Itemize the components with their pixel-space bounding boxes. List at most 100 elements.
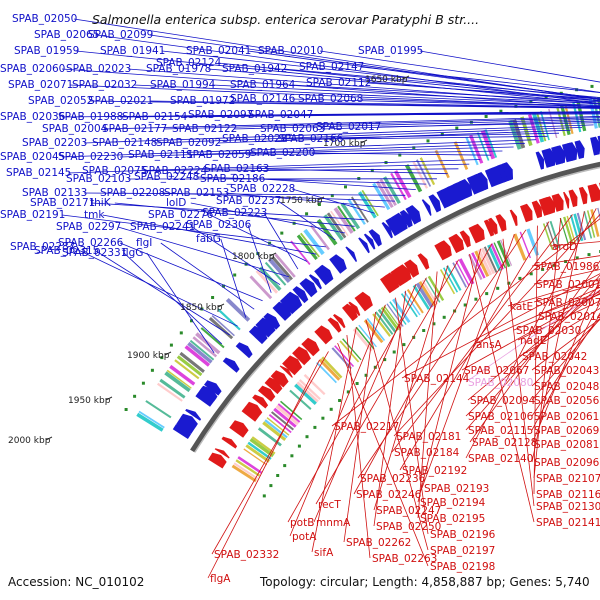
reverse-gene-label: SPAB_02332 — [214, 549, 279, 561]
forward-gene-label: SPAB_02133 — [22, 187, 87, 199]
scale-ticks: 1650 kbp 1700 kbp 1750 kbp 1800 kbp 1850 kbp… — [8, 75, 410, 446]
reverse-gene-label: potB — [290, 517, 314, 529]
forward-cds-arrow — [557, 145, 566, 164]
gc-dot — [590, 84, 594, 88]
forward-gene-label: SPAB_02047 — [248, 109, 313, 121]
forward-cds-arrow — [597, 135, 600, 149]
forward-gene-label: SPAB_02111 — [128, 149, 193, 161]
forward-leader-line — [291, 98, 600, 108]
forward-gene-label: SPAB_02276 — [148, 209, 214, 221]
gc-dot — [484, 115, 488, 118]
forward-cds-arrow — [478, 172, 487, 190]
inner-feature-stripe — [421, 279, 438, 305]
forward-gene-label: SPAB_02297 — [56, 221, 121, 233]
gc-dot — [346, 390, 350, 394]
forward-gene-label: SPAB_02223 — [202, 207, 267, 219]
reverse-gene-label: flgA — [210, 573, 231, 585]
inner-feature-stripe — [573, 213, 584, 242]
map-title: Salmonella enterica subsp. enterica sero… — [92, 12, 479, 27]
forward-leader-line — [359, 98, 600, 107]
reverse-gene-label: nadE — [520, 335, 546, 347]
forward-gene-label: SPAB_02230 — [58, 151, 123, 163]
forward-cds-arrow — [292, 286, 309, 304]
forward-leader-line — [291, 84, 600, 103]
reverse-cds-arrow — [232, 420, 249, 434]
reverse-cds-arrow — [292, 348, 309, 366]
outer-feature-stripe — [274, 253, 296, 278]
reverse-leader-line — [535, 291, 600, 317]
forward-gene-label: SPAB_02124 — [156, 57, 222, 69]
forward-leader-line — [247, 50, 600, 100]
inner-feature-stripe — [493, 242, 506, 269]
reverse-leader-line — [417, 271, 438, 519]
outer-feature-stripe — [347, 198, 366, 225]
reverse-cds-arrow — [473, 223, 485, 241]
forward-leader-line — [83, 192, 406, 196]
gc-dot — [469, 120, 473, 124]
forward-gene-label: SPAB_02068 — [298, 93, 363, 105]
forward-gene-label: SPAB_02166 — [278, 133, 344, 145]
forward-leader-line — [233, 118, 600, 130]
outer-feature-stripe — [184, 345, 211, 367]
reverse-gene-label: SPAB_02007 — [536, 297, 600, 309]
reverse-cds-arrow — [229, 422, 247, 438]
reverse-gene-label: SPAB_02181 — [396, 431, 461, 443]
reverse-leader-line — [533, 282, 600, 303]
label-leader-lines — [61, 18, 600, 579]
forward-leader-line — [61, 139, 537, 158]
forward-gene-label: SPAB_02063 — [260, 123, 325, 135]
outer-feature-stripe — [179, 351, 205, 373]
forward-gene-label: SPAB_02045 — [0, 151, 65, 163]
forward-gene-label: SPAB_01995 — [358, 45, 423, 57]
outer-feature-stripe — [145, 400, 172, 419]
forward-gene-label: SPAB_02099 — [88, 29, 153, 41]
gc-dot — [440, 132, 444, 136]
reverse-gene-label: SPAB_02193 — [424, 483, 489, 495]
reverse-gene-label: potA — [292, 531, 317, 543]
gc-dot — [485, 292, 489, 296]
gc-dot — [276, 474, 280, 477]
forward-leader-line — [225, 192, 385, 208]
inner-feature-stripe — [597, 207, 600, 220]
outer-feature-stripe — [200, 327, 225, 349]
reverse-leader-line — [531, 318, 600, 387]
inner-feature-stripe — [500, 239, 513, 266]
reverse-leader-line — [465, 208, 597, 459]
reverse-cds-arrow — [417, 253, 430, 270]
outer-feature-stripe — [138, 410, 165, 429]
forward-gene-label: SPAB_01972 — [170, 95, 235, 107]
forward-leader-line — [95, 250, 230, 336]
forward-cds-arrow — [574, 140, 585, 159]
gc-dot — [290, 454, 294, 458]
reverse-leader-line — [502, 238, 535, 507]
scale-tick-mark — [317, 196, 325, 201]
gc-dot — [499, 109, 503, 113]
forward-gene-label: SPAB_02017 — [316, 121, 381, 133]
forward-gene-label: SPAB_02331 — [62, 247, 127, 259]
reverse-leader-line — [343, 311, 376, 543]
gc-dot — [541, 267, 545, 271]
forward-leader-line — [190, 202, 346, 234]
reverse-cds-arrow — [270, 372, 287, 388]
forward-gene-label: SPAB_02163 — [204, 163, 269, 175]
forward-leader-line — [114, 202, 355, 227]
forward-cds-arrow — [286, 291, 303, 309]
gc-dot — [552, 263, 556, 267]
forward-leader-line — [377, 122, 600, 128]
gc-dot — [383, 358, 387, 362]
forward-leader-line — [309, 113, 600, 116]
outer-feature-stripe — [419, 157, 436, 186]
gc-dot — [370, 168, 374, 172]
reverse-cds-arrow — [314, 328, 330, 345]
forward-gene-label: SPAB_02036 — [0, 111, 66, 123]
inner-feature-stripe — [275, 404, 300, 426]
forward-leader-line — [419, 50, 600, 83]
reverse-gene-label: SPAB_02128 — [472, 437, 537, 449]
inner-feature-stripe — [243, 448, 268, 466]
gc-dot — [344, 185, 347, 189]
gc-dot — [398, 153, 402, 157]
forward-cds-arrow — [222, 357, 240, 373]
